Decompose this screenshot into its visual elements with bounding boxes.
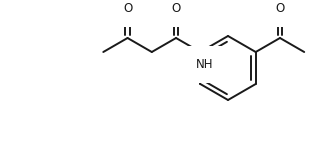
Text: O: O xyxy=(275,2,284,15)
Text: NH: NH xyxy=(196,58,213,71)
Text: O: O xyxy=(172,2,181,15)
Text: O: O xyxy=(123,2,132,15)
